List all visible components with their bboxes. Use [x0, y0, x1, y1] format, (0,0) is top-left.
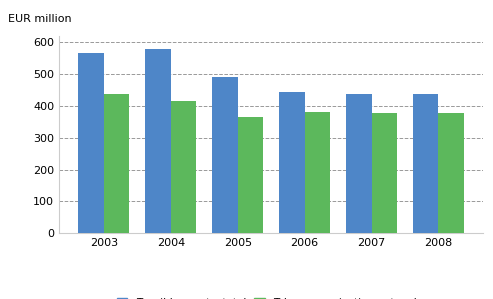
Bar	[372, 113, 397, 233]
Bar	[171, 101, 196, 233]
Text: EUR million: EUR million	[8, 14, 72, 24]
Bar	[413, 94, 438, 233]
Bar	[438, 113, 464, 233]
Bar	[346, 94, 372, 233]
Bar	[212, 77, 238, 233]
Bar	[238, 117, 263, 233]
Bar	[279, 91, 305, 233]
Bar	[305, 112, 330, 233]
Bar	[104, 94, 129, 233]
Bar	[145, 49, 171, 233]
Bar	[78, 54, 104, 233]
Legend: Tangible assets, total, Telecommunication networks: Tangible assets, total, Telecommunicatio…	[117, 298, 425, 299]
